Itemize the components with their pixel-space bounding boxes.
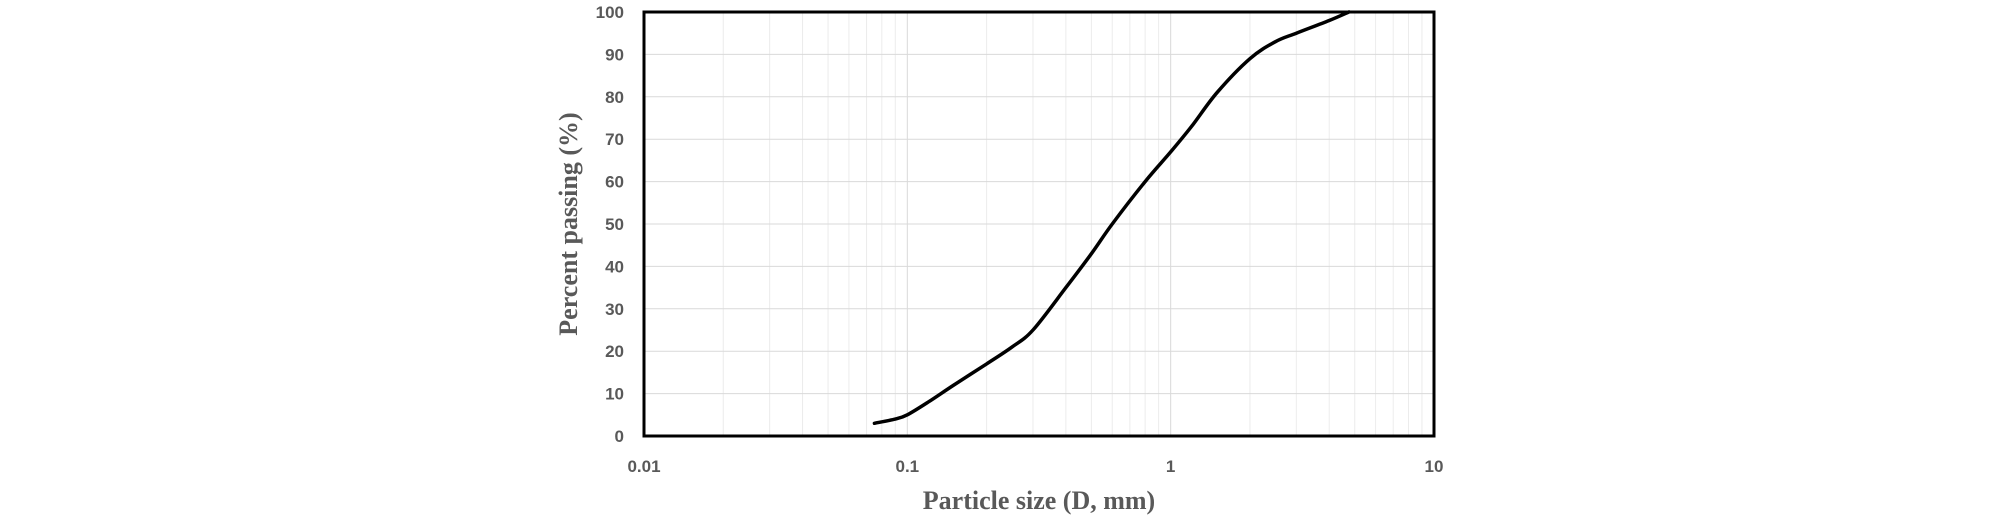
y-tick-label: 10 xyxy=(605,385,624,404)
y-tick-label: 50 xyxy=(605,215,624,234)
x-tick-label: 0.01 xyxy=(627,457,660,476)
y-tick-label: 30 xyxy=(605,300,624,319)
y-tick-label: 100 xyxy=(596,3,624,22)
y-axis-title: Percent passing (%) xyxy=(554,112,583,335)
y-tick-label: 0 xyxy=(615,427,624,446)
data-series xyxy=(872,10,1351,426)
x-tick-label: 0.1 xyxy=(896,457,920,476)
x-axis-title: Particle size (D, mm) xyxy=(923,486,1155,515)
plot-area-border xyxy=(642,10,1436,438)
y-tick-label: 70 xyxy=(605,130,624,149)
gradation-curve xyxy=(872,10,1351,426)
x-tick-label: 1 xyxy=(1166,457,1175,476)
y-tick-label: 40 xyxy=(605,257,624,276)
grid-lines xyxy=(643,11,1435,437)
x-tick-label: 10 xyxy=(1425,457,1444,476)
x-axis-tick-labels: 0.01 0.1 1 10 xyxy=(627,457,1443,476)
y-tick-label: 80 xyxy=(605,88,624,107)
y-tick-label: 90 xyxy=(605,45,624,64)
y-axis-tick-labels: 0 10 20 30 40 50 60 70 80 90 100 xyxy=(596,3,624,446)
y-tick-label: 20 xyxy=(605,342,624,361)
y-tick-label: 60 xyxy=(605,173,624,192)
